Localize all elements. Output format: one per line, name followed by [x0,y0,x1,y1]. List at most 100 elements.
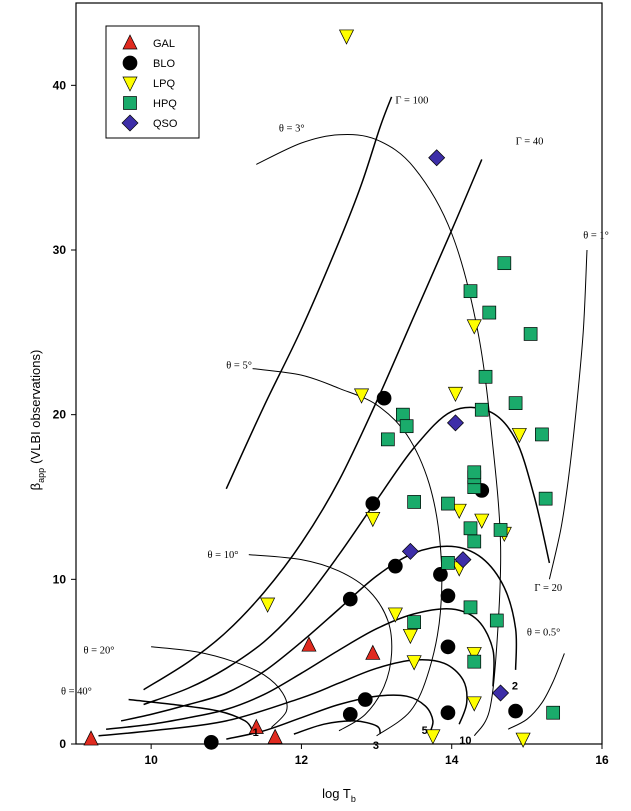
lpq-point [515,732,531,748]
gamma-curve-6 [226,694,434,740]
legend-gal-label: GAL [153,38,175,50]
lpq-point [425,729,441,745]
legend-blo-marker [122,55,138,71]
blo-point [440,705,456,721]
lpq-point [353,388,370,404]
legend-box [105,25,200,139]
gamma-curve-7 [293,720,382,735]
hpq-point [441,556,455,570]
curve-annotation: Γ = 100 [395,95,428,106]
x-axis-title-main: log T [322,786,351,801]
blo-point [342,591,358,607]
curve-annotation: θ = 1° [583,230,609,241]
hpq-point [407,615,421,629]
theta-curve-9 [256,133,502,737]
hpq-point [463,600,478,615]
legend: GAL BLO LPQ HPQ QSO [105,25,200,139]
gal-point [365,644,381,660]
hpq-point [538,491,553,506]
theta-curve-14 [548,249,588,580]
hpq-point [399,419,414,434]
blo-point [203,735,219,750]
lpq-point [466,647,482,663]
y-axis-title: βapp (VLBI observations) [28,350,46,491]
hpq-point [463,521,478,536]
lpq-point [365,512,381,528]
blo-point [365,496,381,511]
hpq-point [497,256,512,271]
gamma-curve-0 [225,96,393,490]
curve-annotation: Γ = 40 [516,137,544,148]
curve-annotation: 10 [459,735,471,747]
curve-annotations: Γ = 100 θ = 3° Γ = 40 θ = 1° θ = 5° θ = 10° Γ … [61,95,609,751]
x-tick-label: 10 [144,753,158,767]
curve-annotation: θ = 10° [208,550,239,561]
y-tick-label: 0 [59,737,66,751]
y-tick-label: 20 [53,408,67,422]
gal-point [301,636,317,652]
curve-annotation: θ = 0.5° [527,627,561,638]
hpq-point [463,284,478,299]
blo-point [508,703,523,719]
blo-point [440,639,456,655]
hpq-point [482,305,497,320]
curve-annotation: θ = 20° [84,645,115,656]
gal-point [248,718,264,734]
lpq-point [387,607,403,623]
x-tick-label: 14 [445,753,459,767]
y-axis-title-main: (VLBI observations) [28,350,43,464]
legend-qso-label: QSO [153,118,178,130]
hpq-point [441,496,455,511]
legend-hpq-label: HPQ [153,98,177,110]
model-curves [98,96,588,740]
qso-point [454,551,472,569]
x-tick-label: 12 [295,753,309,767]
theta-curve-12 [151,646,288,728]
blo-point [342,707,358,722]
hpq-point [467,465,482,480]
gamma-curve-5 [98,658,468,737]
qso-point [492,684,510,702]
gal-point [83,730,99,746]
blo-point [433,567,448,582]
curve-annotation: 5 [422,725,428,737]
lpq-point [406,655,422,671]
x-axis-title-sub: b [351,794,356,804]
curve-annotation: θ = 40° [61,687,92,698]
curve-annotation: θ = 5° [226,361,252,372]
hpq-point [478,369,493,384]
theta-curve-11 [248,554,393,732]
qso-point [446,414,464,432]
legend-lpq-label: LPQ [153,78,175,90]
hpq-point [508,396,523,410]
qso-point [428,149,446,167]
hpq-point [493,523,508,537]
plot-frame [75,2,603,745]
gal-point [267,728,283,744]
legend-blo-label: BLO [153,58,175,70]
data-points [83,29,561,750]
hpq-point [489,613,504,628]
lpq-point [451,503,467,519]
hpq-point [523,327,538,341]
hpq-point [467,534,482,549]
x-tick-label: 16 [595,753,609,767]
y-tick-label: 40 [53,78,67,92]
theta-curve-13 [507,653,565,730]
qso-point [401,542,419,560]
legend-gal-marker [122,34,138,50]
gamma-curve-8 [128,698,254,732]
hpq-point [380,432,395,447]
lpq-point [402,628,418,645]
gamma-curve-4 [106,608,495,730]
curve-annotation: 2 [512,681,518,693]
blo-point [440,588,456,604]
y-axis-title-sub: app [36,468,46,483]
blo-point [357,692,373,707]
hpq-point [474,402,489,417]
curve-annotation: Γ = 20 [534,583,562,594]
y-axis-title-symbol: β [28,483,43,490]
curve-annotation: 3 [373,740,379,752]
hpq-point [407,495,421,509]
